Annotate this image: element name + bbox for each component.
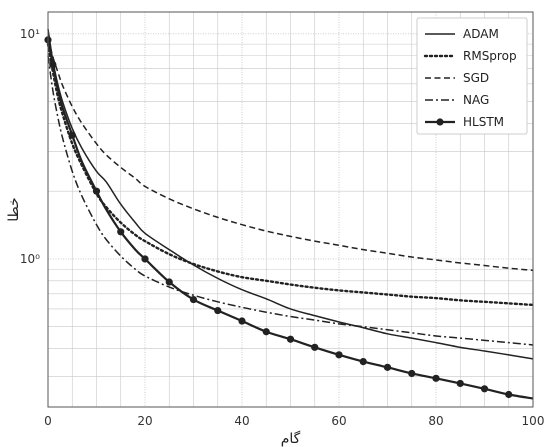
- x-tick-label-40: 40: [234, 414, 249, 428]
- series-marker-hlstm-95: [505, 390, 513, 399]
- series-marker-hlstm-30: [189, 295, 198, 304]
- y-tick-label-10: 10¹: [20, 27, 40, 41]
- series-marker-hlstm-25: [165, 278, 173, 286]
- x-axis-label: گام: [281, 430, 301, 447]
- series-marker-hlstm-85: [456, 379, 464, 388]
- series-layer: [44, 28, 535, 400]
- x-axis-ticks: 0 20 40 60 80 100: [44, 414, 544, 428]
- series-marker-hlstm-55: [311, 343, 319, 351]
- series-marker-hlstm-20: [141, 255, 149, 263]
- series-marker-hlstm-5: [68, 131, 76, 139]
- series-marker-hlstm-90: [480, 385, 489, 393]
- plot-frame: [47, 11, 534, 408]
- x-tick-label-20: 20: [137, 414, 152, 428]
- series-marker-hlstm-65: [359, 358, 367, 366]
- series-marker-hlstm-10: [92, 187, 101, 195]
- series-marker-hlstm-75: [408, 369, 416, 378]
- series-marker-hlstm-60: [335, 351, 343, 359]
- legend-label-adam: ADAM: [463, 27, 499, 41]
- x-tick-label-0: 0: [44, 414, 52, 428]
- y-axis-label: خطا: [6, 197, 22, 221]
- series-marker-hlstm-70: [383, 363, 392, 371]
- legend-label-sgd: SGD: [463, 71, 489, 85]
- series-marker-hlstm-35: [214, 306, 222, 315]
- y-tick-label-1: 10⁰: [20, 252, 40, 266]
- series-line-nag: [47, 55, 534, 346]
- series-marker-hlstm-80: [432, 374, 440, 382]
- series-marker-hlstm-45: [262, 328, 270, 336]
- x-tick-label-80: 80: [428, 414, 443, 428]
- legend-marker-hlstm: [436, 118, 444, 126]
- series-marker-hlstm-15: [117, 228, 125, 236]
- series-line-sgd: [47, 37, 534, 272]
- legend-box: [416, 17, 528, 135]
- series-marker-hlstm-1: [49, 60, 57, 69]
- series-line-rmsprop: [46, 42, 535, 307]
- legend-label-nag: NAG: [463, 93, 489, 107]
- series-marker-hlstm-50: [286, 335, 295, 343]
- series-marker-hlstm-40: [238, 317, 246, 325]
- x-tick-label-60: 60: [331, 414, 346, 428]
- legend: ADAM RMSprop SGD NAG HLSTM: [416, 17, 528, 135]
- x-tick-label-100: 100: [522, 414, 545, 428]
- legend-label-rmsprop: RMSprop: [463, 49, 517, 63]
- y-axis-ticks: 10⁰ 10¹: [20, 27, 40, 266]
- legend-label-hlstm: HLSTM: [463, 115, 504, 129]
